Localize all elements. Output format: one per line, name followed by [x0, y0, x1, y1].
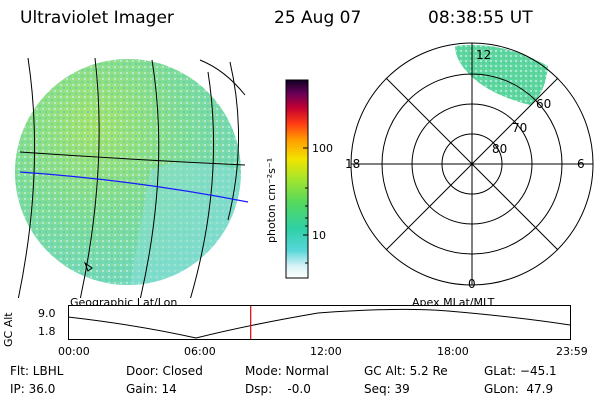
altitude-ytick-max: 9.0 [38, 307, 56, 320]
polar-plot: 12 18 6 0 60 70 80 [345, 42, 594, 291]
altitude-curve [68, 308, 571, 339]
mlt-label-18: 18 [345, 157, 360, 171]
altitude-xtick-2: 12:00 [310, 345, 342, 358]
mlat-label-60: 60 [536, 97, 551, 111]
altitude-ytick-min: 1.8 [38, 325, 56, 338]
door-status: Door: Closed [126, 364, 203, 378]
colorbar-tick-10: 10 [312, 229, 326, 242]
glon-status: GLon: 47.9 [484, 382, 554, 396]
altitude-xtick-0: 00:00 [58, 345, 90, 358]
glat-status: GLat: −45.1 [484, 364, 557, 378]
colorbar-scale [285, 79, 309, 279]
altitude-xtick-1: 06:00 [184, 345, 216, 358]
altitude-plot [68, 305, 571, 340]
mode-status: Mode: Normal [245, 364, 329, 378]
mlt-label-6: 6 [577, 157, 585, 171]
seq-status: Seq: 39 [364, 382, 410, 396]
dsp-status: Dsp: -0.0 [245, 382, 311, 396]
colorbar: photon cm⁻²s⁻¹ [265, 79, 309, 279]
mlt-label-12: 12 [476, 48, 491, 62]
altitude-ylabel: GC Alt [2, 312, 15, 347]
filter-status: Flt: LBHL [10, 364, 64, 378]
mlat-label-70: 70 [512, 121, 527, 135]
colorbar-tick-100: 100 [312, 142, 333, 155]
gc-alt-status: GC Alt: 5.2 Re [364, 364, 448, 378]
image-time: 08:38:55 UT [428, 8, 533, 28]
altitude-xtick-4: 23:59 [556, 345, 588, 358]
mlat-label-80: 80 [492, 142, 507, 156]
geographic-image [15, 57, 249, 298]
mlt-label-0: 0 [468, 277, 476, 291]
gain-status: Gain: 14 [126, 382, 177, 396]
instrument-title: Ultraviolet Imager [20, 8, 174, 28]
image-date: 25 Aug 07 [274, 8, 362, 28]
colorbar-label: photon cm⁻²s⁻¹ [265, 158, 278, 243]
altitude-xtick-3: 18:00 [437, 345, 469, 358]
ip-status: IP: 36.0 [10, 382, 56, 396]
